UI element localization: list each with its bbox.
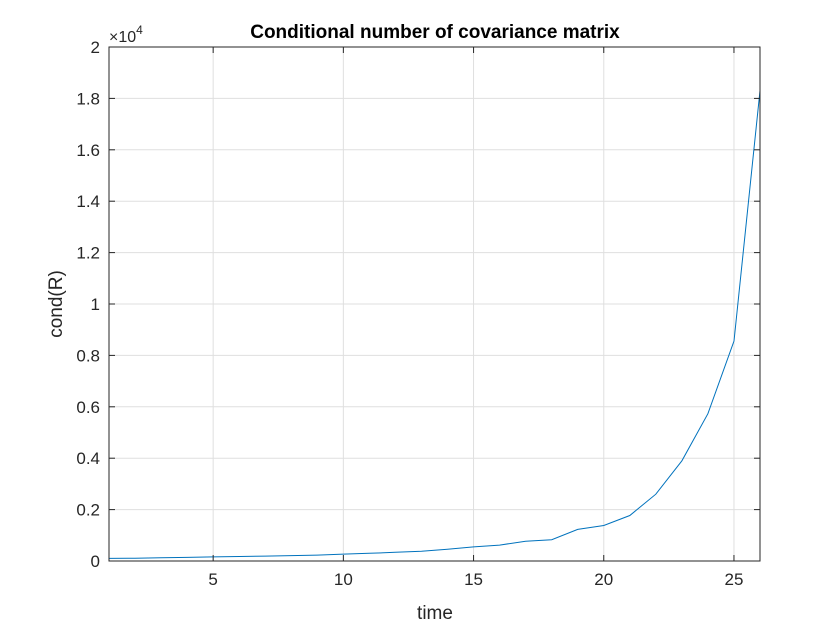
y-exponent-label: ×104	[109, 23, 143, 46]
x-tick-label: 10	[334, 570, 353, 589]
x-tick-label: 25	[724, 570, 743, 589]
y-tick-label: 1.2	[76, 244, 100, 263]
tick-labels: 5 10 15 20 25 0 0.2 0.4 0.6 0.8 1 1.2 1.4 1.6 1.8 2	[76, 38, 743, 589]
x-tick-label: 20	[594, 570, 613, 589]
y-tick-label: 1.4	[76, 192, 100, 211]
chart-title: Conditional number of covariance matrix	[250, 22, 620, 43]
y-tick-label: 2	[91, 38, 100, 57]
x-axis-label: time	[417, 603, 453, 624]
x-tick-label: 5	[208, 570, 217, 589]
y-exponent-base: ×10	[109, 29, 136, 46]
series-line	[108, 90, 761, 559]
y-exponent-power: 4	[136, 23, 143, 37]
x-tick-label: 15	[464, 570, 483, 589]
y-tick-label: 0.4	[76, 449, 100, 468]
y-tick-label: 0	[91, 552, 100, 571]
y-tick-label: 0.2	[76, 501, 100, 520]
y-tick-label: 1.6	[76, 141, 100, 160]
y-axis-label: cond(R)	[46, 270, 67, 338]
y-tick-label: 1	[91, 295, 100, 314]
ticks	[109, 46, 760, 562]
series-layer	[108, 90, 761, 559]
y-tick-label: 0.6	[76, 398, 100, 417]
y-tick-label: 1.8	[76, 89, 100, 108]
y-tick-label: 0.8	[76, 346, 100, 365]
